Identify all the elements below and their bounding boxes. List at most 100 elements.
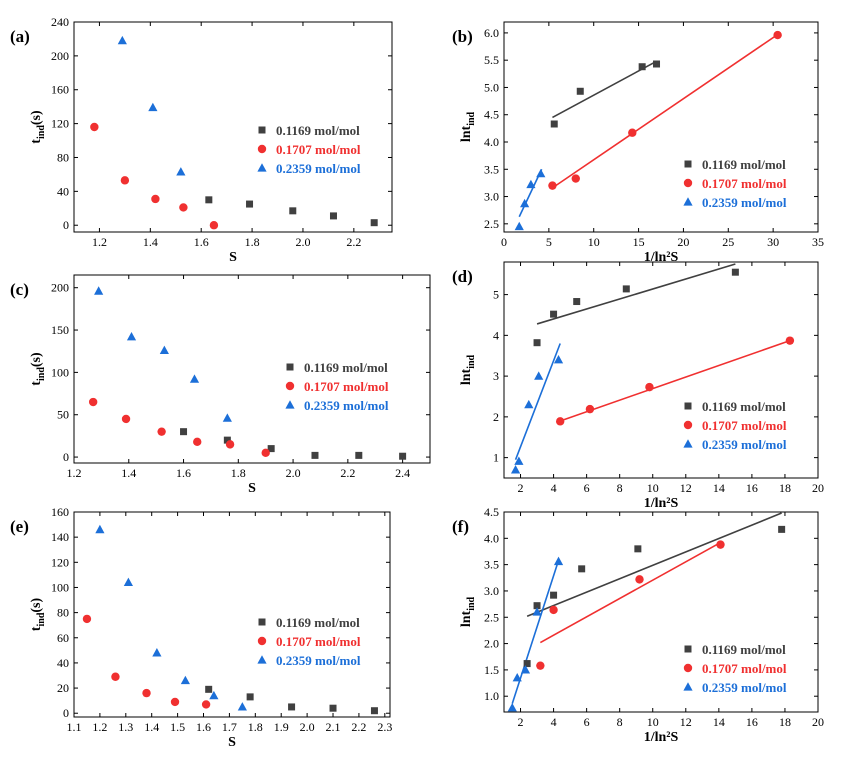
- data-point-series-3: [510, 465, 521, 474]
- y-axis-label: lntind: [459, 596, 477, 627]
- legend-marker-series-2: [257, 144, 267, 154]
- panel-label: (d): [452, 267, 473, 286]
- data-point-series-1: [370, 707, 378, 715]
- y-axis-label: tind(s): [29, 597, 47, 631]
- data-point-series-1: [329, 704, 337, 712]
- plot-frame: [73, 21, 393, 233]
- x-tick-label: 0: [501, 235, 507, 249]
- data-point-series-1: [205, 196, 213, 204]
- x-tick-label: 4: [551, 715, 557, 729]
- plot-frame: [503, 261, 819, 479]
- data-point-series-1: [576, 87, 584, 95]
- x-tick-label: 2.2: [351, 720, 366, 734]
- data-point-series-3: [176, 167, 186, 176]
- x-tick-label: 1.2: [92, 235, 107, 249]
- y-tick-label: 200: [51, 281, 69, 295]
- y-tick-label: 150: [51, 323, 69, 337]
- x-tick-label: 12: [680, 715, 692, 729]
- panel-e: 1.1 1.2 1.3 1.4 1.5 1.6 1.7 1.8 1.9 2.0 2.1 2.2 2.3 0…: [10, 505, 392, 750]
- data-point-series-1: [223, 436, 231, 444]
- x-tick-label: 2: [518, 715, 524, 729]
- plot-frame: [73, 511, 391, 718]
- y-tick-label: 3.0: [484, 190, 499, 204]
- y-tick-label: 6.0: [484, 26, 499, 40]
- data-point-series-1: [638, 63, 646, 71]
- y-axis-label: lntind: [459, 354, 477, 385]
- legend-label: 0.2359 mol/mol: [304, 398, 389, 413]
- y-tick-label: 1.0: [484, 689, 499, 703]
- x-tick-label: 20: [812, 481, 824, 495]
- data-point-series-3: [532, 607, 542, 616]
- data-point-series-2: [549, 605, 558, 615]
- plot-frame: [73, 274, 431, 464]
- legend-label: 0.1707 mol/mol: [702, 661, 787, 676]
- data-point-series-3: [180, 675, 190, 685]
- x-tick-label: 2.0: [295, 235, 310, 249]
- x-tick-label: 1.2: [92, 720, 107, 734]
- y-tick-label: 1: [493, 451, 499, 465]
- y-tick-label: 0: [63, 706, 69, 720]
- panel-a: 1.2 1.4 1.6 1.8 2.0 2.2 0 40 80 120 160 200 240 (a) St…: [10, 15, 393, 265]
- legend-label: 0.1169 mol/mol: [276, 123, 360, 138]
- data-point-series-3: [237, 702, 247, 711]
- y-tick-label: 100: [51, 365, 69, 379]
- legend-marker-series-3: [257, 655, 267, 664]
- panel-c: 1.2 1.4 1.6 1.8 2.0 2.2 2.4 0 50 100 150 200 (c) Stin…: [10, 274, 431, 496]
- x-tick-label: 18: [779, 481, 791, 495]
- y-tick-label: 140: [51, 530, 69, 544]
- x-tick-label: 2.3: [377, 720, 392, 734]
- data-point-series-1: [370, 219, 378, 227]
- data-point-series-1: [311, 451, 319, 459]
- data-point-series-2: [548, 181, 557, 190]
- x-tick-label: 6: [584, 715, 590, 729]
- legend-label: 0.2359 mol/mol: [702, 437, 787, 452]
- x-tick-label: 14: [713, 481, 725, 495]
- data-point-series-2: [170, 697, 180, 707]
- data-point-series-3: [534, 371, 544, 380]
- legend-marker-series-1: [258, 126, 266, 134]
- y-axis-label: tind(s): [29, 110, 47, 144]
- y-tick-label: 80: [57, 606, 69, 620]
- legend-label: 0.1169 mol/mol: [702, 157, 786, 172]
- data-point-series-2: [179, 203, 188, 212]
- data-point-series-3: [148, 102, 158, 112]
- y-tick-label: 5.5: [484, 53, 499, 67]
- data-point-series-1: [533, 602, 541, 610]
- data-point-series-3: [222, 413, 232, 422]
- data-point-series-3: [514, 456, 524, 465]
- fit-line-series-1: [552, 60, 657, 119]
- data-point-series-3: [94, 286, 104, 295]
- legend-label: 0.1707 mol/mol: [276, 142, 361, 157]
- x-tick-label: 1.7: [222, 720, 237, 734]
- panel-label: (e): [10, 517, 29, 536]
- data-point-series-1: [550, 310, 558, 318]
- data-point-series-3: [126, 332, 137, 341]
- legend-marker-series-1: [286, 363, 294, 371]
- y-tick-label: 80: [57, 150, 69, 164]
- x-tick-label: 10: [588, 235, 600, 249]
- y-tick-label: 0: [63, 450, 69, 464]
- y-tick-label: 40: [57, 184, 69, 198]
- data-point-series-1: [399, 452, 407, 460]
- panel-b: 0 5 10 15 20 25 30 35 2.5 3.0 3.5 4.0 4.5 5.0 5.5 6.0 (b…: [452, 21, 824, 265]
- data-point-series-2: [785, 336, 795, 345]
- data-point-series-1: [731, 268, 739, 276]
- data-point-series-3: [520, 198, 530, 208]
- data-point-series-1: [355, 451, 363, 459]
- legend-label: 0.2359 mol/mol: [702, 680, 787, 695]
- y-tick-label: 5.0: [484, 80, 499, 94]
- x-tick-label: 1.6: [176, 466, 191, 480]
- data-point-series-2: [120, 176, 130, 185]
- legend-marker-series-3: [683, 682, 693, 691]
- y-tick-label: 2: [493, 410, 499, 424]
- x-tick-label: 20: [677, 235, 689, 249]
- x-tick-label: 2.4: [395, 466, 410, 480]
- fit-line-series-1: [536, 263, 736, 325]
- x-tick-label: 35: [812, 235, 824, 249]
- legend-label: 0.1707 mol/mol: [276, 634, 361, 649]
- y-tick-label: 20: [57, 681, 69, 695]
- data-point-series-2: [88, 397, 98, 407]
- legend-marker-series-1: [684, 160, 692, 168]
- data-point-series-2: [571, 174, 580, 183]
